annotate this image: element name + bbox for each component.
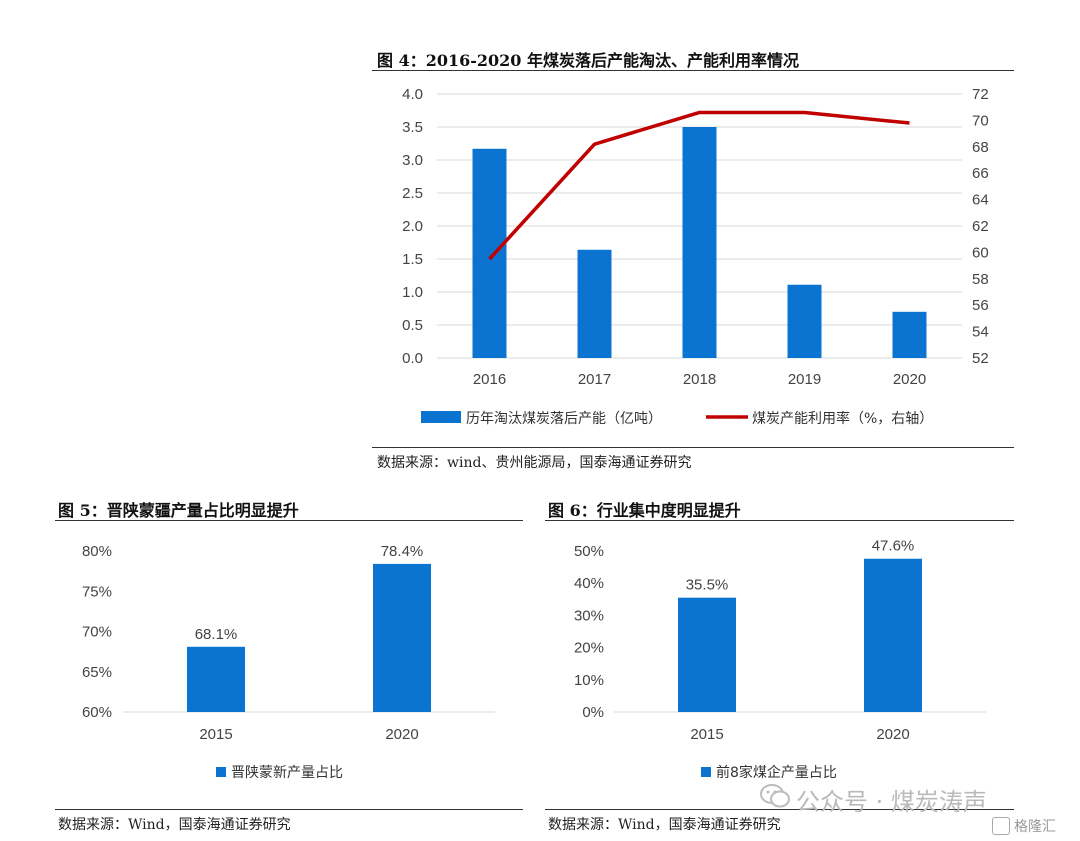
fig6-bottom-rule — [545, 809, 1014, 810]
x-tick-label: 2020 — [893, 371, 926, 388]
x-tick-label: 2018 — [683, 371, 716, 388]
x-tick-label: 2015 — [199, 726, 232, 743]
y-right-tick-label: 72 — [972, 86, 989, 103]
y-tick-label: 75% — [82, 583, 112, 600]
y-tick-label: 70% — [82, 624, 112, 641]
bar — [892, 311, 927, 358]
y-right-tick-label: 56 — [972, 297, 989, 314]
y-tick-label: 60% — [82, 704, 112, 721]
fig5-source: 数据来源：Wind，国泰海通证券研究 — [58, 817, 291, 833]
y-right-tick-label: 64 — [972, 192, 989, 209]
y-left-tick-label: 3.0 — [402, 152, 423, 169]
legend-label: 前8家煤企产量占比 — [716, 764, 837, 781]
data-label: 47.6% — [872, 538, 915, 555]
y-tick-label: 50% — [574, 543, 604, 560]
y-right-tick-label: 58 — [972, 271, 989, 288]
legend-swatch — [701, 767, 711, 777]
y-left-tick-label: 0.5 — [402, 317, 423, 334]
legend-bar-swatch — [421, 411, 461, 423]
y-left-tick-label: 1.5 — [402, 251, 423, 268]
y-tick-label: 20% — [574, 640, 604, 657]
x-tick-label: 2015 — [690, 726, 723, 743]
data-label: 78.4% — [381, 543, 424, 560]
bar — [187, 646, 245, 712]
y-right-tick-label: 66 — [972, 165, 989, 182]
fig6-top-rule — [545, 520, 1014, 521]
y-tick-label: 0% — [582, 704, 604, 721]
x-tick-label: 2020 — [876, 726, 909, 743]
legend-bar-label: 历年淘汰煤炭落后产能（亿吨） — [466, 411, 662, 427]
bar — [373, 563, 431, 712]
wechat-icon — [760, 784, 790, 808]
x-tick-label: 2020 — [385, 726, 418, 743]
brand-logo-icon — [992, 817, 1010, 835]
y-right-tick-label: 70 — [972, 112, 989, 129]
fig5-title: 图 5：晋陕蒙疆产量占比明显提升 — [58, 501, 299, 520]
data-label: 35.5% — [686, 577, 729, 594]
fig6-title: 图 6：行业集中度明显提升 — [548, 501, 741, 520]
y-left-tick-label: 2.5 — [402, 185, 423, 202]
fig6-source: 数据来源：Wind，国泰海通证券研究 — [548, 817, 781, 833]
y-left-tick-label: 4.0 — [402, 86, 423, 103]
legend-label: 晋陕蒙新产量占比 — [231, 765, 343, 781]
bar — [864, 558, 922, 712]
bar — [472, 148, 507, 358]
y-right-tick-label: 54 — [972, 324, 989, 341]
y-left-tick-label: 2.0 — [402, 218, 423, 235]
bar — [787, 284, 822, 358]
series-line — [488, 110, 910, 261]
y-right-tick-label: 62 — [972, 218, 989, 235]
fig4-top-rule — [372, 70, 1014, 71]
data-label: 68.1% — [195, 626, 238, 643]
y-tick-label: 10% — [574, 672, 604, 689]
y-right-tick-label: 60 — [972, 244, 989, 261]
y-left-tick-label: 1.0 — [402, 284, 423, 301]
bar — [577, 249, 612, 358]
y-left-tick-label: 3.5 — [402, 119, 423, 136]
y-right-tick-label: 68 — [972, 139, 989, 156]
legend-line-label: 煤炭产能利用率（%，右轴） — [752, 410, 933, 427]
bar — [678, 597, 736, 712]
y-tick-label: 40% — [574, 575, 604, 592]
fig4-source: 数据来源：wind、贵州能源局，国泰海通证券研究 — [377, 455, 692, 471]
fig4-bottom-rule — [372, 447, 1014, 448]
watermark-text: 公众号 · 煤炭涛声 — [796, 788, 987, 816]
y-tick-label: 80% — [82, 543, 112, 560]
fig5-bottom-rule — [55, 809, 523, 810]
brand-text: 格隆汇 — [1014, 819, 1056, 835]
fig4-title: 图 4：2016-2020 年煤炭落后产能淘汰、产能利用率情况 — [377, 51, 799, 70]
x-tick-label: 2017 — [578, 371, 611, 388]
x-tick-label: 2016 — [473, 371, 506, 388]
x-tick-label: 2019 — [788, 371, 821, 388]
y-tick-label: 65% — [82, 664, 112, 681]
bar — [682, 127, 717, 358]
y-right-tick-label: 52 — [972, 350, 989, 367]
legend-swatch — [216, 767, 226, 777]
fig5-top-rule — [55, 520, 523, 521]
y-left-tick-label: 0.0 — [402, 350, 423, 367]
y-tick-label: 30% — [574, 607, 604, 624]
